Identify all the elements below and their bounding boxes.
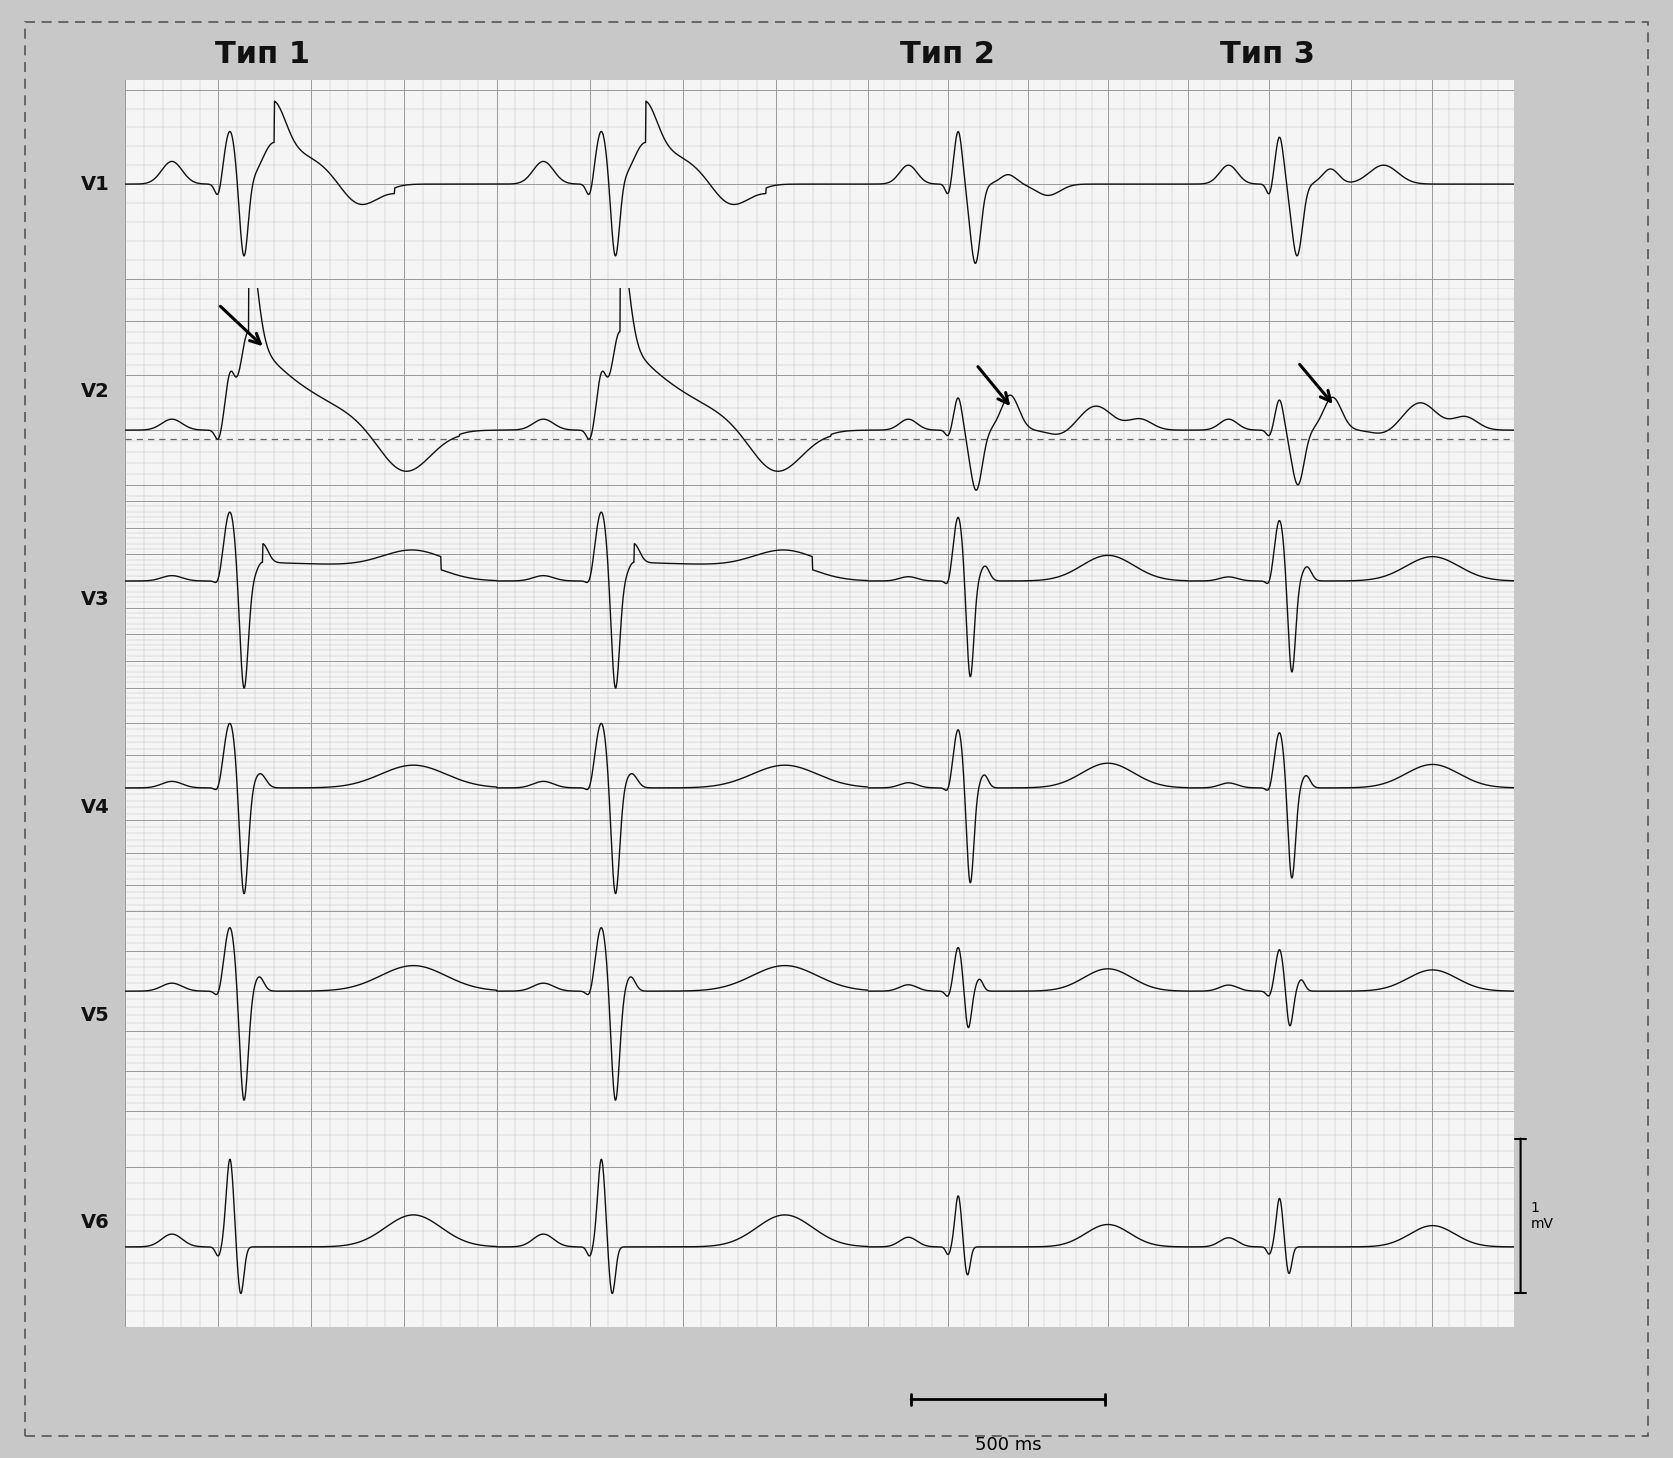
Text: 1
mV: 1 mV	[1531, 1200, 1554, 1231]
Text: 500 ms: 500 ms	[975, 1436, 1041, 1454]
Y-axis label: V4: V4	[80, 798, 109, 816]
Y-axis label: V1: V1	[80, 175, 109, 194]
Y-axis label: V3: V3	[80, 590, 109, 609]
Y-axis label: V2: V2	[80, 382, 109, 401]
Text: Тип 3: Тип 3	[1220, 39, 1315, 69]
Text: Тип 1: Тип 1	[214, 39, 310, 69]
Y-axis label: V5: V5	[80, 1006, 109, 1025]
Text: Тип 2: Тип 2	[900, 39, 995, 69]
Y-axis label: V6: V6	[80, 1213, 109, 1232]
